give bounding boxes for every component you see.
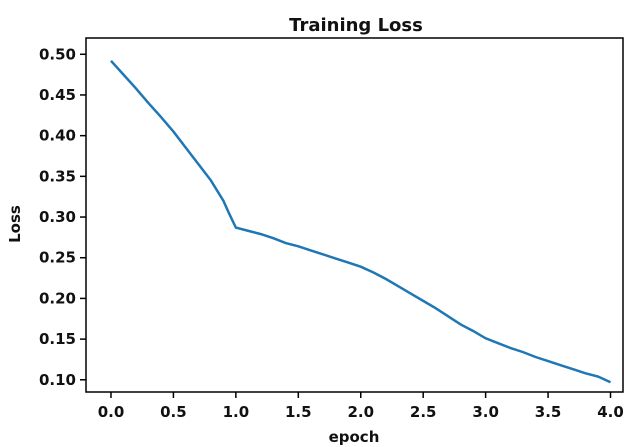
x-tick-label: 0.5 bbox=[160, 403, 187, 421]
x-tick-label: 4.0 bbox=[597, 403, 624, 421]
y-tick-label: 0.30 bbox=[39, 208, 76, 226]
x-axis-label: epoch bbox=[329, 428, 380, 446]
x-tick-label: 2.0 bbox=[347, 403, 374, 421]
x-tick-label: 1.5 bbox=[285, 403, 312, 421]
y-tick-label: 0.45 bbox=[39, 86, 76, 104]
y-tick-label: 0.25 bbox=[39, 249, 76, 267]
y-tick-label: 0.20 bbox=[39, 289, 76, 307]
y-axis-label: Loss bbox=[6, 205, 24, 243]
x-tick-label: 1.0 bbox=[223, 403, 250, 421]
x-tick-label: 3.0 bbox=[472, 403, 499, 421]
y-axis-ticks: 0.10 0.15 0.20 0.25 0.30 0.35 0.40 0.45 0.50 bbox=[39, 45, 86, 389]
x-tick-label: 2.5 bbox=[410, 403, 437, 421]
y-tick-label: 0.40 bbox=[39, 127, 76, 145]
chart-title: Training Loss bbox=[289, 15, 423, 36]
loss-line bbox=[110, 59, 612, 384]
plot-area bbox=[85, 37, 624, 393]
y-tick-label: 0.10 bbox=[39, 371, 76, 389]
y-tick-label: 0.15 bbox=[39, 330, 76, 348]
x-tick-label: 0.0 bbox=[98, 403, 125, 421]
x-axis-ticks: 0.0 0.5 1.0 1.5 2.0 2.5 3.0 3.5 4.0 bbox=[98, 392, 624, 421]
y-tick-label: 0.50 bbox=[39, 45, 76, 63]
y-tick-label: 0.35 bbox=[39, 167, 76, 185]
x-tick-label: 3.5 bbox=[535, 403, 562, 421]
